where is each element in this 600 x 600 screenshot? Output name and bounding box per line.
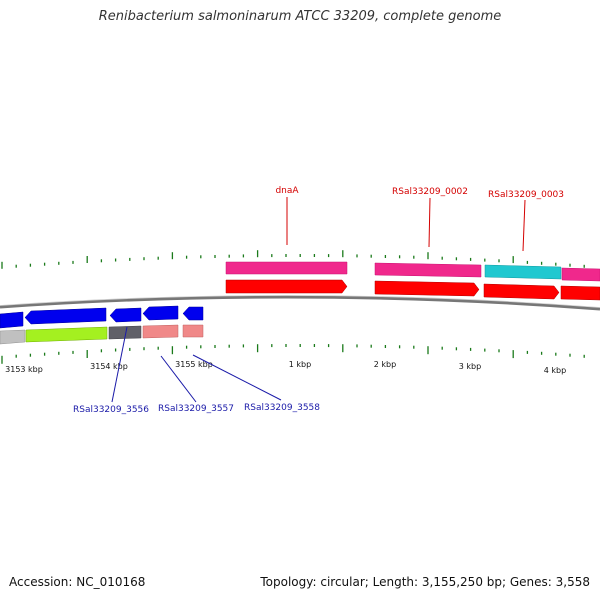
leader-line-0002 (428, 197, 431, 248)
cds-arrow-dnaA[interactable] (225, 279, 348, 294)
scale-tick-labels: 3153 kbp 3154 kbp 3155 kbp 1 kbp 2 kbp 3… (5, 360, 566, 375)
cds-arrow-0004[interactable] (560, 285, 600, 301)
tick-label-4kbp: 4 kbp (544, 366, 566, 375)
tick-label-3154kbp: 3154 kbp (90, 362, 128, 371)
tick-label-2kbp: 2 kbp (374, 360, 396, 369)
cog-block-gray-dark (108, 325, 142, 340)
cds-arrow-3557[interactable] (142, 305, 179, 321)
cds-arrow-3556[interactable] (109, 307, 142, 323)
gene-label-0003[interactable]: RSal33209_0003 (488, 190, 564, 200)
reverse-gene-labels: RSal33209_3556 RSal33209_3557 RSal33209_… (73, 326, 320, 415)
forward-gene-labels: dnaA RSal33209_0002 RSal33209_0003 (275, 186, 564, 252)
cog-block-salmon-1 (142, 324, 179, 339)
cog-block-magenta-3 (561, 267, 600, 282)
cds-arrow-0003[interactable] (483, 283, 560, 300)
reverse-cds-track (0, 305, 204, 329)
gene-label-dnaA[interactable]: dnaA (275, 186, 299, 196)
tick-label-3153kbp: 3153 kbp (5, 365, 43, 374)
cog-block-cyan (484, 264, 562, 280)
forward-cds-track (225, 279, 600, 301)
map-title: Renibacterium salmoninarum ATCC 33209, c… (98, 9, 502, 24)
tick-label-1kbp: 1 kbp (289, 360, 311, 369)
gene-label-3556[interactable]: RSal33209_3556 (73, 405, 149, 415)
cog-block-magenta-1 (225, 261, 348, 275)
gene-label-3557[interactable]: RSal33209_3557 (158, 404, 234, 414)
cog-block-magenta-2 (374, 262, 482, 278)
tick-label-3kbp: 3 kbp (459, 362, 481, 371)
topology-summary: Topology: circular; Length: 3,155,250 bp… (260, 575, 590, 589)
gene-label-0002[interactable]: RSal33209_0002 (392, 187, 468, 197)
genome-backbone-highlight (0, 295, 600, 308)
inner-tick-marks (1, 344, 585, 364)
genome-backbone (0, 295, 600, 311)
accession-text: Accession: NC_010168 (9, 575, 146, 589)
leader-line-0003 (522, 199, 526, 252)
cog-block-gray-light (0, 329, 26, 345)
leader-line-3556 (111, 326, 128, 403)
cds-arrow-3558[interactable] (182, 306, 204, 321)
reverse-cog-band (0, 324, 204, 345)
tick-label-3155kbp: 3155 kbp (175, 360, 213, 369)
cog-block-salmon-2 (182, 324, 204, 338)
cog-block-green (25, 326, 108, 343)
cds-arrow-3555[interactable] (0, 311, 24, 329)
cds-arrow-3556a[interactable] (24, 307, 107, 325)
gene-label-3558[interactable]: RSal33209_3558 (244, 403, 320, 413)
leader-line-3558 (192, 354, 282, 401)
leader-line-3557 (160, 355, 197, 403)
cds-arrow-0002[interactable] (374, 280, 480, 297)
outer-tick-marks (1, 250, 585, 269)
forward-cog-band (225, 261, 600, 282)
